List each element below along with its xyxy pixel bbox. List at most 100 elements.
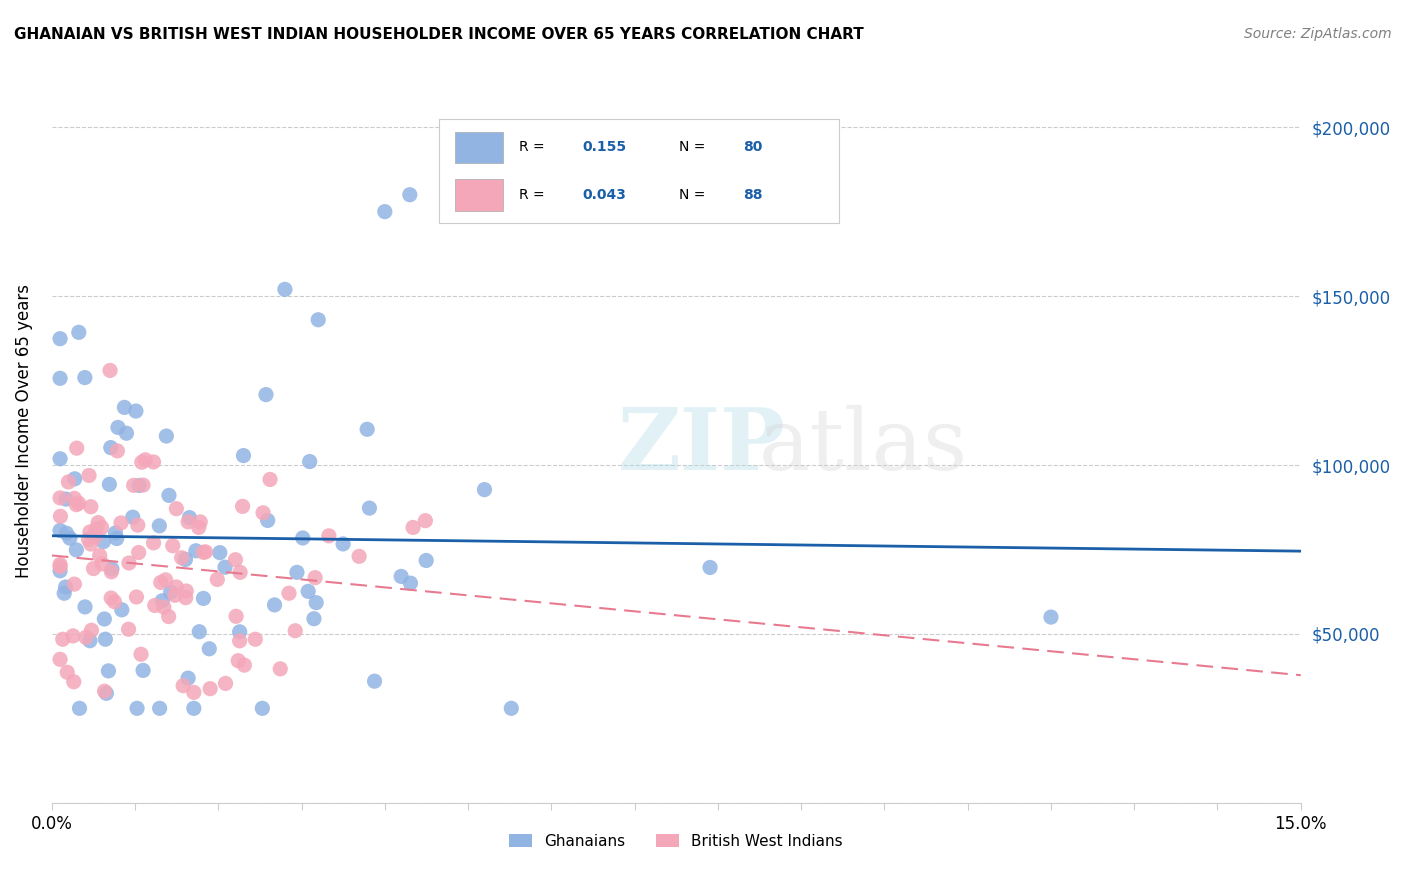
British West Indians — [245, 632, 267, 647]
Ghanaians — [125, 404, 148, 418]
Ghanaians — [263, 598, 285, 612]
Ghanaians — [55, 580, 77, 594]
British West Indians — [214, 676, 236, 690]
British West Indians — [89, 549, 111, 563]
Ghanaians — [297, 584, 319, 599]
British West Indians — [187, 520, 209, 534]
Ghanaians — [198, 641, 221, 656]
British West Indians — [82, 561, 104, 575]
Ghanaians — [374, 204, 396, 219]
British West Indians — [225, 609, 247, 624]
British West Indians — [93, 684, 115, 698]
British West Indians — [103, 595, 125, 609]
Text: atlas: atlas — [759, 405, 969, 488]
British West Indians — [129, 648, 152, 662]
British West Indians — [153, 600, 176, 615]
British West Indians — [79, 524, 101, 539]
Ghanaians — [307, 312, 329, 326]
Ghanaians — [332, 537, 354, 551]
Ghanaians — [149, 701, 172, 715]
British West Indians — [84, 522, 107, 536]
Ghanaians — [98, 477, 121, 491]
Legend: Ghanaians, British West Indians: Ghanaians, British West Indians — [503, 828, 849, 855]
British West Indians — [65, 498, 87, 512]
Ghanaians — [188, 624, 211, 639]
British West Indians — [198, 681, 221, 696]
Ghanaians — [399, 576, 422, 591]
Ghanaians — [285, 566, 308, 580]
British West Indians — [62, 629, 84, 643]
Text: ZIP: ZIP — [617, 404, 785, 488]
Ghanaians — [55, 492, 77, 507]
Ghanaians — [363, 674, 385, 689]
Ghanaians — [474, 483, 496, 497]
Ghanaians — [105, 532, 128, 546]
Ghanaians — [208, 546, 231, 560]
British West Indians — [193, 545, 215, 559]
British West Indians — [100, 591, 122, 605]
Ghanaians — [49, 371, 72, 385]
British West Indians — [58, 475, 80, 489]
British West Indians — [128, 545, 150, 559]
Ghanaians — [699, 560, 721, 574]
British West Indians — [49, 558, 72, 572]
Ghanaians — [96, 686, 118, 700]
Ghanaians — [97, 664, 120, 678]
Ghanaians — [128, 478, 150, 492]
British West Indians — [83, 530, 105, 544]
Ghanaians — [65, 542, 87, 557]
Ghanaians — [49, 524, 72, 538]
British West Indians — [63, 491, 86, 506]
Text: Source: ZipAtlas.com: Source: ZipAtlas.com — [1244, 27, 1392, 41]
Ghanaians — [155, 429, 177, 443]
British West Indians — [228, 633, 250, 648]
British West Indians — [143, 599, 166, 613]
Ghanaians — [157, 488, 180, 502]
Ghanaians — [305, 596, 328, 610]
British West Indians — [125, 590, 148, 604]
Ghanaians — [232, 449, 254, 463]
Ghanaians — [184, 543, 207, 558]
Ghanaians — [254, 387, 277, 401]
British West Indians — [66, 441, 89, 455]
British West Indians — [194, 545, 217, 559]
British West Indians — [122, 478, 145, 492]
Ghanaians — [228, 624, 250, 639]
Ghanaians — [183, 701, 205, 715]
British West Indians — [318, 529, 340, 543]
British West Indians — [207, 573, 229, 587]
British West Indians — [49, 559, 72, 574]
British West Indians — [269, 662, 291, 676]
British West Indians — [142, 455, 165, 469]
Ghanaians — [101, 562, 124, 576]
Ghanaians — [132, 664, 155, 678]
Ghanaians — [111, 603, 134, 617]
Ghanaians — [73, 599, 96, 614]
British West Indians — [402, 520, 425, 534]
British West Indians — [177, 515, 200, 529]
Ghanaians — [107, 420, 129, 434]
British West Indians — [163, 588, 186, 602]
Ghanaians — [298, 454, 321, 468]
Ghanaians — [100, 441, 122, 455]
British West Indians — [155, 573, 177, 587]
Ghanaians — [79, 633, 101, 648]
British West Indians — [98, 363, 121, 377]
British West Indians — [174, 584, 197, 599]
Ghanaians — [398, 187, 420, 202]
Ghanaians — [256, 513, 278, 527]
British West Indians — [77, 533, 100, 547]
Ghanaians — [112, 401, 135, 415]
Ghanaians — [302, 612, 325, 626]
Ghanaians — [501, 701, 523, 715]
British West Indians — [62, 674, 84, 689]
British West Indians — [284, 624, 307, 638]
Ghanaians — [93, 612, 115, 626]
British West Indians — [149, 575, 172, 590]
Ghanaians — [115, 426, 138, 441]
British West Indians — [80, 624, 103, 638]
Ghanaians — [53, 586, 76, 600]
British West Indians — [183, 685, 205, 699]
British West Indians — [162, 539, 184, 553]
Y-axis label: Householder Income Over 65 years: Householder Income Over 65 years — [15, 285, 32, 578]
